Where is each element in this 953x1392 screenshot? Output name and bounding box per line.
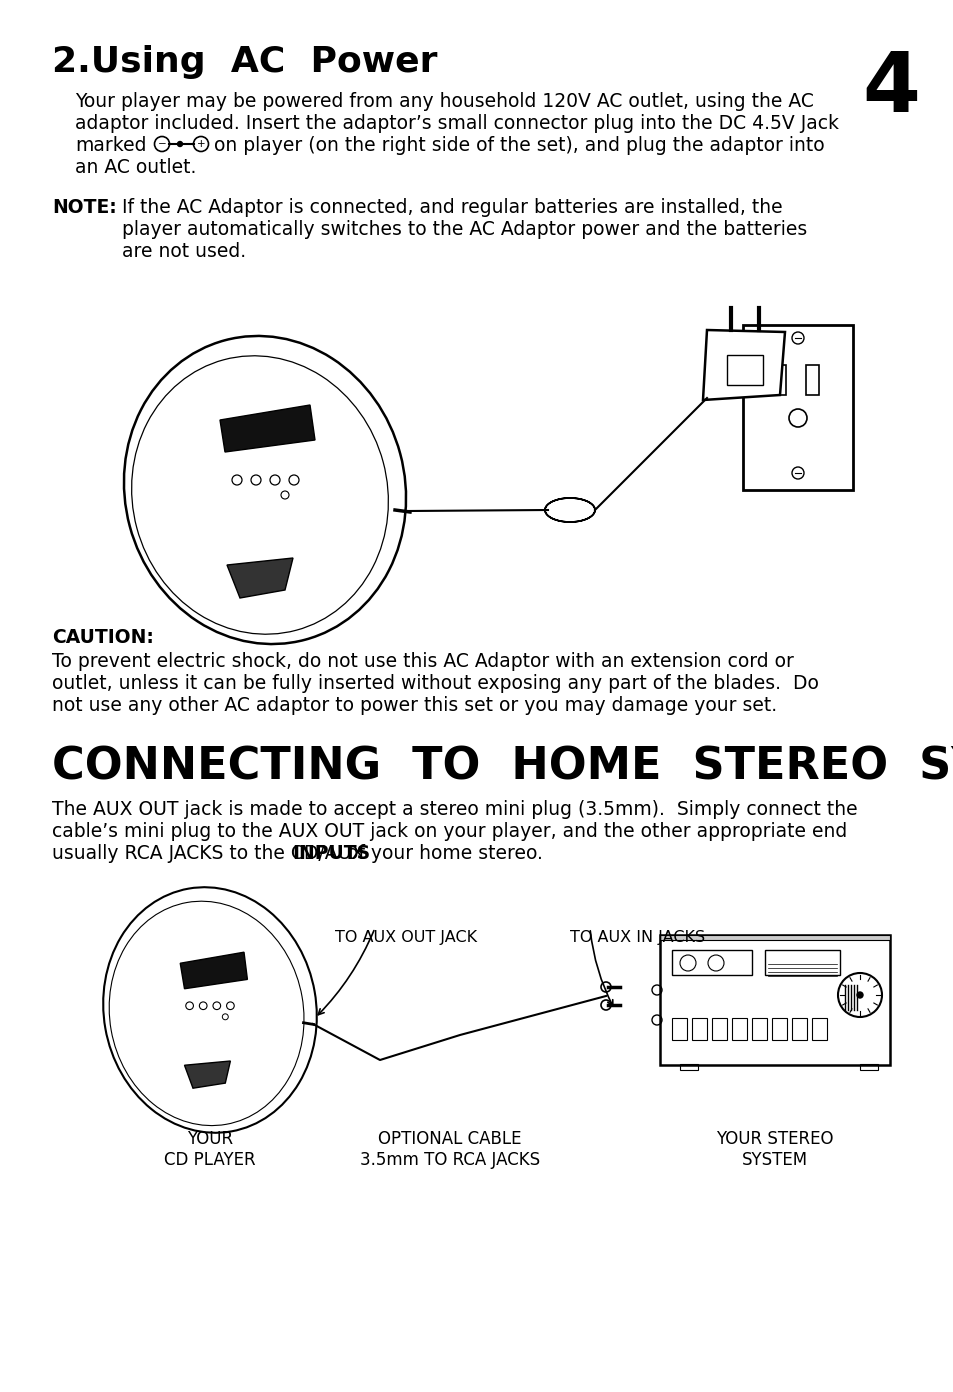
Text: on player (on the right side of the set), and plug the adaptor into: on player (on the right side of the set)… — [213, 136, 823, 155]
Text: not use any other AC adaptor to power this set or you may damage your set.: not use any other AC adaptor to power th… — [52, 696, 777, 715]
Text: NOTE:: NOTE: — [52, 198, 116, 217]
Text: TO AUX IN JACKS: TO AUX IN JACKS — [569, 930, 704, 945]
Bar — [691, 1018, 706, 1040]
Text: +: + — [196, 139, 205, 149]
Text: To prevent electric shock, do not use this AC Adaptor with an extension cord or: To prevent electric shock, do not use th… — [52, 651, 793, 671]
Bar — [671, 1018, 686, 1040]
Circle shape — [856, 992, 862, 998]
Text: The AUX OUT jack is made to accept a stereo mini plug (3.5mm).  Simply connect t: The AUX OUT jack is made to accept a ste… — [52, 800, 857, 818]
Bar — [811, 1018, 826, 1040]
Text: TO AUX OUT JACK: TO AUX OUT JACK — [335, 930, 476, 945]
Text: player automatically switches to the AC Adaptor power and the batteries: player automatically switches to the AC … — [122, 220, 806, 239]
Bar — [791, 1018, 806, 1040]
Bar — [711, 1018, 726, 1040]
Text: 2.Using  AC  Power: 2.Using AC Power — [52, 45, 437, 79]
Text: YOUR
CD PLAYER: YOUR CD PLAYER — [164, 1130, 255, 1169]
Bar — [659, 935, 889, 940]
Text: YOUR STEREO
SYSTEM: YOUR STEREO SYSTEM — [716, 1130, 833, 1169]
Text: an AC outlet.: an AC outlet. — [75, 159, 196, 177]
Bar — [731, 1018, 746, 1040]
Text: Your player may be powered from any household 120V AC outlet, using the AC: Your player may be powered from any hous… — [75, 92, 813, 111]
Polygon shape — [227, 558, 293, 599]
Bar — [659, 935, 889, 1065]
Text: are not used.: are not used. — [122, 242, 246, 262]
Text: cable’s mini plug to the AUX OUT jack on your player, and the other appropriate : cable’s mini plug to the AUX OUT jack on… — [52, 823, 846, 841]
Text: usually RCA JACKS to the CD/AUX: usually RCA JACKS to the CD/AUX — [52, 844, 370, 863]
Bar — [805, 365, 818, 395]
Text: 4: 4 — [862, 47, 919, 129]
Circle shape — [177, 142, 182, 146]
Text: adaptor included. Insert the adaptor’s small connector plug into the DC 4.5V Jac: adaptor included. Insert the adaptor’s s… — [75, 114, 838, 134]
Bar — [679, 1063, 698, 1070]
Polygon shape — [184, 1061, 231, 1089]
Bar — [726, 355, 762, 386]
Bar — [771, 1018, 786, 1040]
Bar — [859, 1063, 877, 1070]
Text: CONNECTING  TO  HOME  STEREO  SYSTEMS: CONNECTING TO HOME STEREO SYSTEMS — [52, 745, 953, 788]
Polygon shape — [220, 405, 314, 452]
Text: outlet, unless it can be fully inserted without exposing any part of the blades.: outlet, unless it can be fully inserted … — [52, 674, 818, 693]
Text: If the AC Adaptor is connected, and regular batteries are installed, the: If the AC Adaptor is connected, and regu… — [122, 198, 781, 217]
Text: of your home stereo.: of your home stereo. — [341, 844, 542, 863]
Polygon shape — [702, 330, 784, 400]
Polygon shape — [180, 952, 247, 988]
Text: −: − — [157, 139, 166, 149]
Text: marked: marked — [75, 136, 147, 155]
Bar — [742, 324, 852, 490]
Text: INPUTS: INPUTS — [292, 844, 370, 863]
Text: OPTIONAL CABLE
3.5mm TO RCA JACKS: OPTIONAL CABLE 3.5mm TO RCA JACKS — [359, 1130, 539, 1169]
Bar — [772, 365, 785, 395]
Bar — [764, 949, 840, 974]
Bar — [751, 1018, 766, 1040]
Bar — [671, 949, 751, 974]
Text: CAUTION:: CAUTION: — [52, 628, 153, 647]
